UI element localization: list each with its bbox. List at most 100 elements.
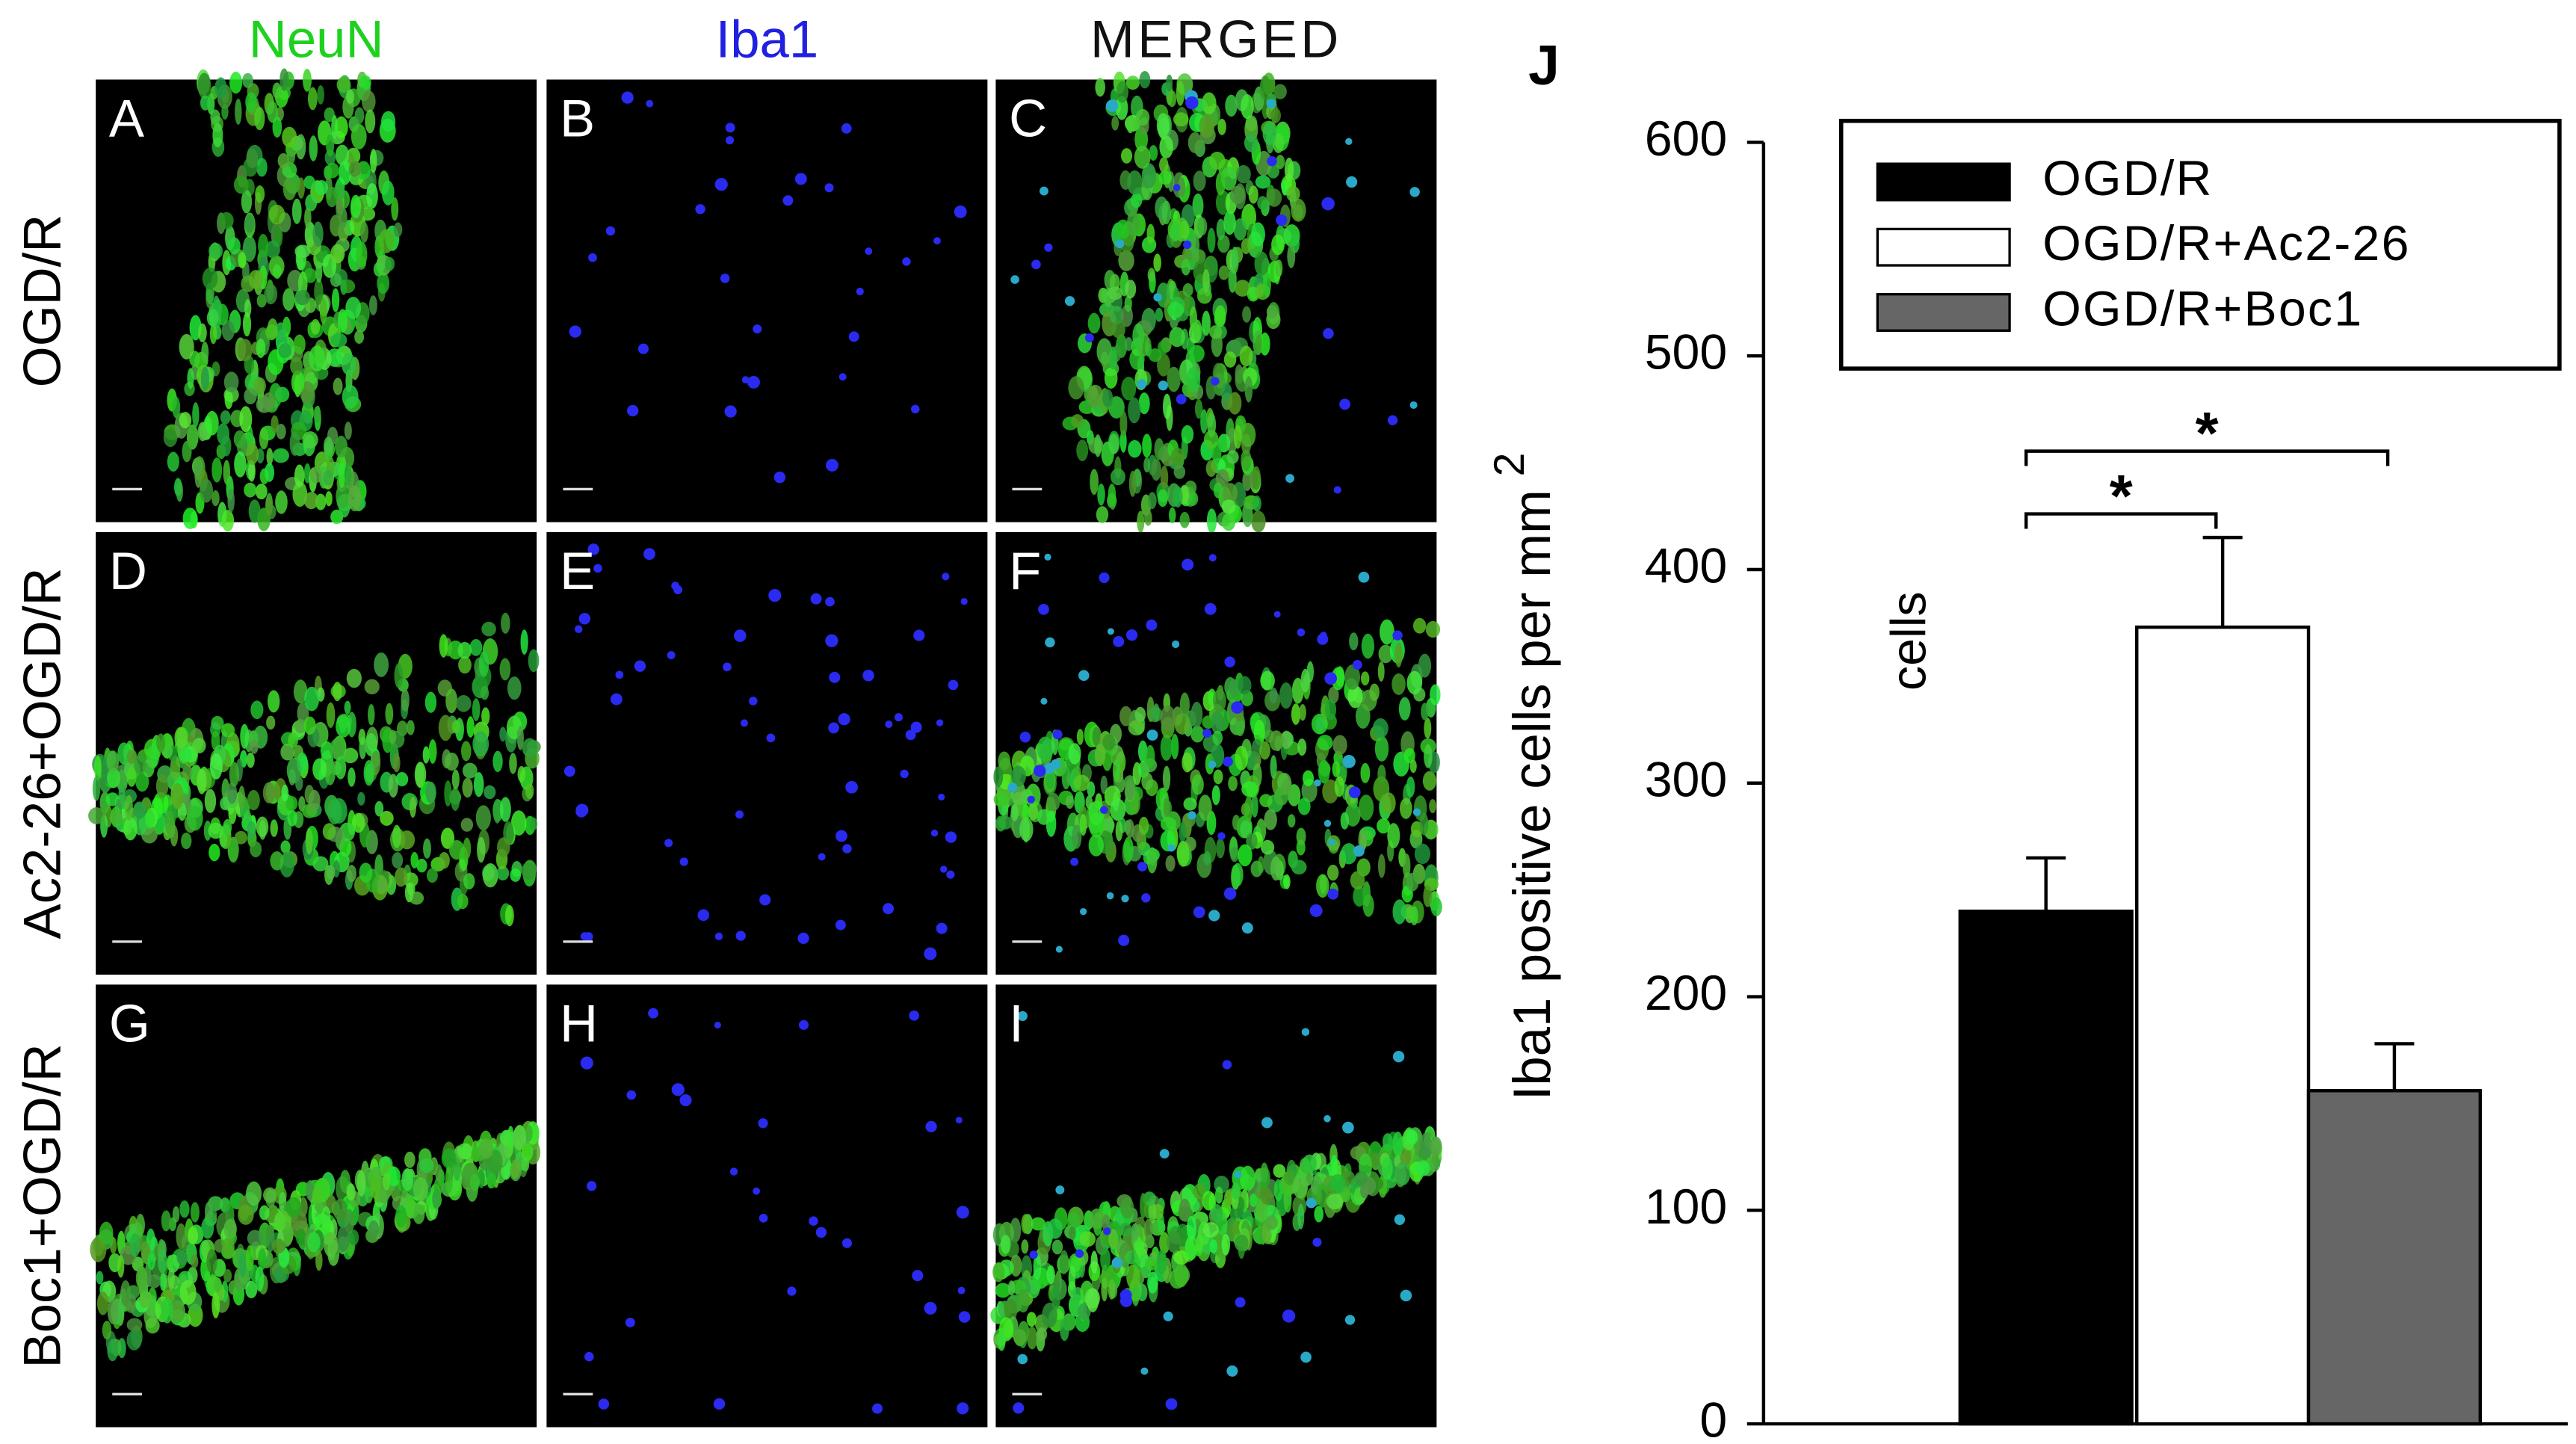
microglia — [1121, 895, 1129, 903]
neuron — [272, 82, 282, 99]
microglia — [1105, 99, 1119, 112]
neuron — [140, 1241, 149, 1262]
neuron — [1230, 847, 1239, 863]
neuron — [295, 134, 306, 160]
neuron — [1381, 1157, 1393, 1180]
neuron — [206, 1249, 217, 1274]
microglia — [1172, 640, 1180, 649]
neuron — [1403, 747, 1415, 764]
neuron — [1264, 1215, 1278, 1230]
microglia — [848, 331, 859, 342]
microglia — [671, 581, 680, 590]
neuron — [1084, 1288, 1100, 1309]
microglia — [1392, 630, 1403, 641]
neuron — [263, 1187, 277, 1203]
neuron — [170, 755, 181, 781]
neuron — [1429, 799, 1436, 814]
neuron — [188, 1266, 198, 1284]
microglia — [1333, 486, 1341, 494]
microglia — [735, 810, 744, 819]
neuron — [364, 679, 380, 695]
microglia — [871, 1403, 883, 1414]
y-label-text: Iba1 positive cells per mm — [1502, 490, 1561, 1100]
neuron — [1173, 465, 1186, 479]
neuron — [190, 1254, 199, 1269]
neuron — [378, 229, 395, 253]
neuron — [324, 436, 333, 456]
neuron — [1079, 813, 1087, 836]
neuron — [1135, 108, 1150, 126]
neuron — [469, 1173, 480, 1191]
microglia — [574, 625, 583, 634]
microglia — [587, 543, 599, 555]
neuron — [404, 883, 414, 903]
neuron — [1019, 817, 1034, 842]
microglia — [713, 1398, 726, 1410]
neuron — [1344, 664, 1361, 690]
neuron — [391, 197, 399, 221]
neuron — [1173, 1250, 1190, 1265]
neuron — [374, 800, 384, 817]
neuron — [1424, 718, 1432, 739]
neuron — [1213, 482, 1223, 499]
neuron — [247, 1229, 263, 1247]
neuron — [1206, 508, 1217, 534]
neuron — [238, 786, 246, 811]
neuron — [1361, 633, 1374, 659]
neuron — [1123, 836, 1134, 863]
neuron — [1070, 414, 1084, 428]
neuron — [444, 780, 452, 807]
neuron — [1372, 718, 1389, 738]
y-tick-label: 200 — [1645, 966, 1728, 1021]
neuron — [368, 295, 377, 315]
neuron — [522, 738, 537, 758]
microglia — [838, 373, 847, 381]
neuron — [1228, 392, 1242, 415]
neuron — [1332, 761, 1341, 777]
neuron — [339, 207, 348, 229]
microglia — [720, 274, 730, 283]
neuron — [1238, 676, 1252, 695]
microglia — [637, 343, 649, 354]
microglia — [1226, 1365, 1238, 1377]
neuron — [385, 703, 394, 725]
neuron — [147, 1274, 161, 1289]
neuron — [307, 87, 318, 111]
neuron — [334, 116, 348, 139]
neuron — [1151, 458, 1161, 481]
neuron — [1160, 465, 1169, 490]
neuron — [462, 762, 478, 779]
neuron — [1068, 743, 1081, 765]
neuron — [481, 707, 490, 726]
legend-swatch — [1876, 162, 2011, 202]
neuron — [324, 107, 335, 123]
neuron — [200, 478, 214, 503]
neuron — [395, 772, 409, 787]
neuron — [289, 431, 300, 456]
microglia — [1031, 259, 1041, 270]
neuron — [1033, 1253, 1042, 1280]
neuron — [247, 821, 256, 840]
microglia — [824, 183, 834, 193]
neuron — [248, 270, 264, 289]
neuron — [1262, 121, 1277, 145]
panel-label: I — [1009, 993, 1024, 1052]
microglia — [1182, 558, 1194, 571]
neuron — [291, 370, 305, 395]
neuron — [380, 810, 394, 826]
neuron — [1211, 785, 1220, 806]
neuron — [326, 702, 336, 728]
microglia — [1392, 1051, 1405, 1063]
neuron — [198, 323, 207, 343]
neuron — [303, 69, 312, 92]
microglia — [835, 830, 847, 842]
neuron — [1176, 840, 1190, 867]
neuron — [1119, 410, 1128, 437]
neuron — [998, 751, 1010, 771]
neuron — [1242, 471, 1253, 492]
neuron — [265, 496, 273, 516]
neuron — [325, 491, 333, 507]
neuron — [234, 451, 247, 478]
neuron — [305, 828, 313, 855]
microglia — [1064, 296, 1075, 306]
